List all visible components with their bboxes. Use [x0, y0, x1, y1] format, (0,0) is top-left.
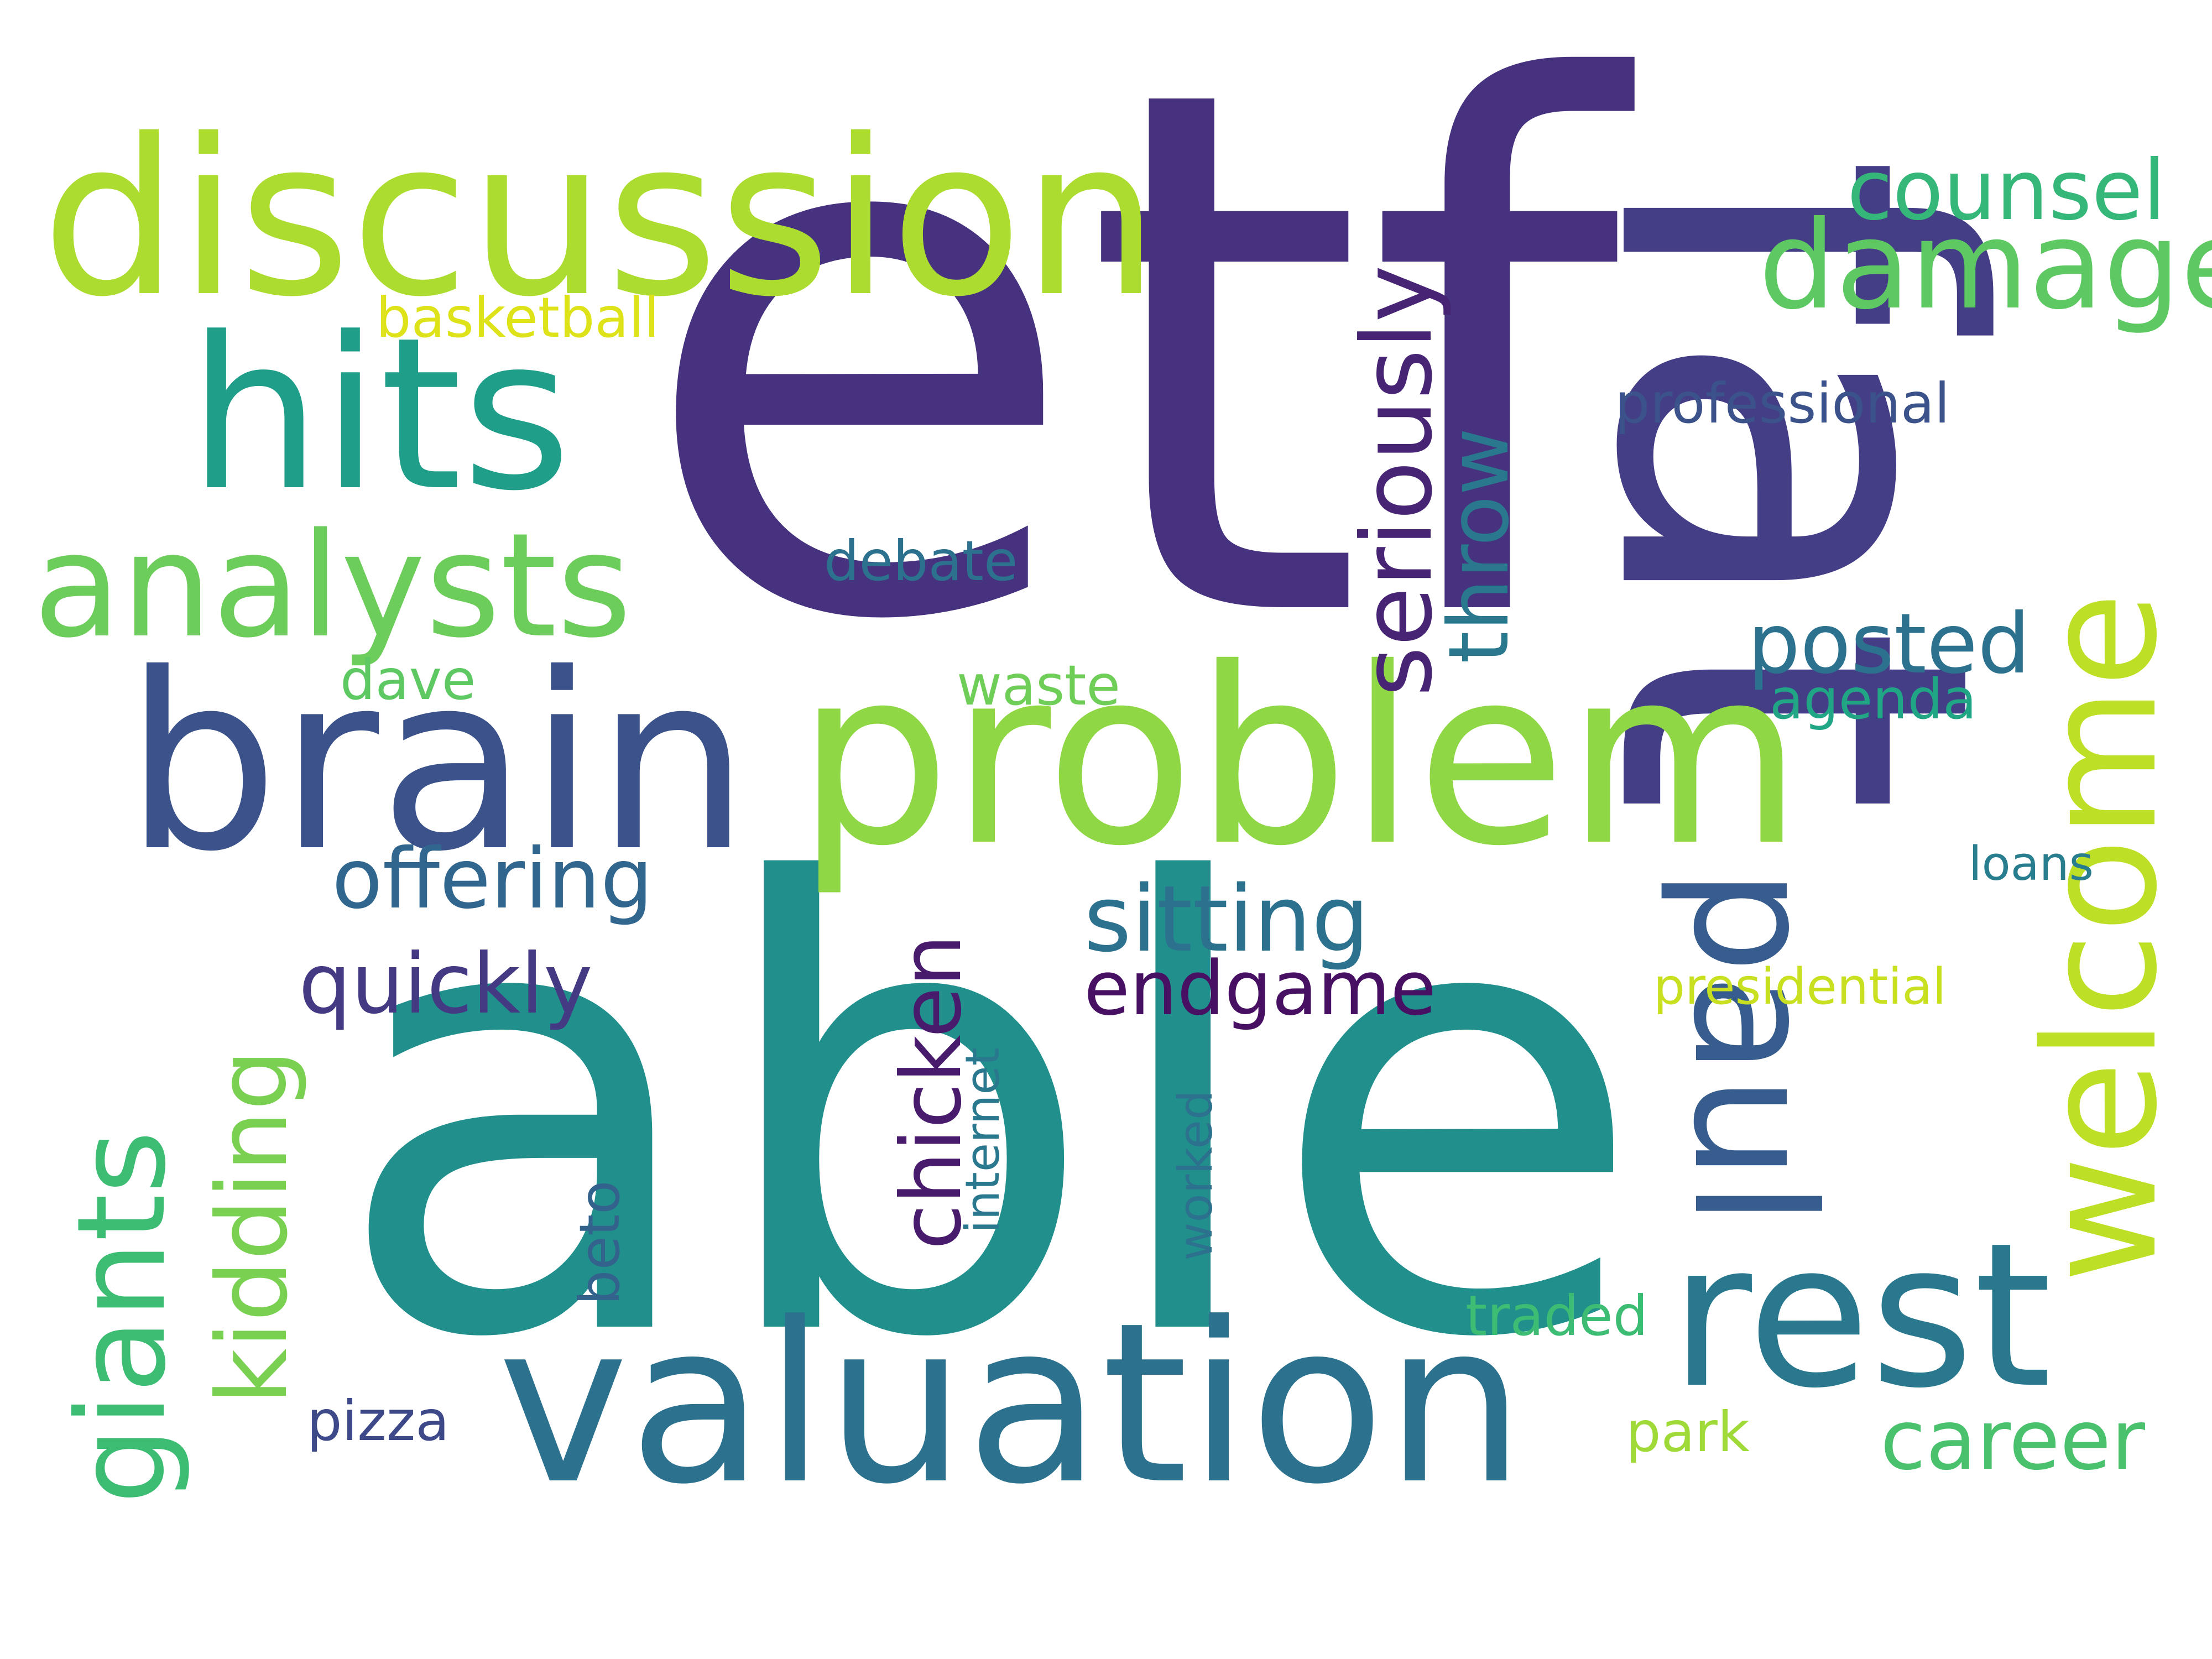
word-posted: posted [1747, 596, 2031, 692]
word-traded: traded [1465, 1284, 1648, 1348]
word-etf: etf [636, 0, 1621, 778]
word-damage: damage [1759, 195, 2212, 336]
word-debate: debate [824, 529, 1018, 593]
word-valuation: valuation [498, 1276, 1525, 1533]
word-able: able [332, 757, 1646, 1472]
word-waste: waste [957, 653, 1120, 718]
word-presidential: presidential [1653, 958, 1947, 1016]
word-throw: throw [1431, 427, 1527, 664]
word-giants: giants [51, 1130, 192, 1504]
word-professional: professional [1615, 371, 1950, 436]
word-rest: rest [1670, 1200, 2052, 1432]
word-loans: loans [1969, 837, 2094, 891]
word-career: career [1880, 1392, 2146, 1489]
word-hits: hits [188, 292, 572, 537]
word-dave: dave [340, 648, 476, 712]
word-sitting: sitting [1084, 866, 1370, 972]
word-welcome: welcome [2011, 592, 2192, 1283]
word-endgame: endgame [1084, 945, 1437, 1032]
word-agenda: agenda [1770, 667, 1977, 732]
word-internet: internet [956, 1047, 1010, 1233]
word-park: park [1626, 1400, 1750, 1464]
word-counsel: counsel [1847, 143, 2166, 239]
word-worked: worked [1168, 1090, 1223, 1261]
word-beto: beto [567, 1180, 632, 1305]
word-quickly: quickly [299, 936, 593, 1032]
word-pizza: pizza [307, 1389, 450, 1453]
word-problem: problem [796, 616, 1803, 899]
word-brain: brain [124, 622, 750, 905]
word-analysts: analysts [33, 503, 632, 670]
word-discussion: discussion [41, 93, 1160, 344]
word-kidding: kidding [197, 1049, 309, 1405]
word-offering: offering [332, 831, 654, 927]
word-basketball: basketball [376, 285, 660, 350]
word-paul: paul [1657, 868, 1850, 1227]
